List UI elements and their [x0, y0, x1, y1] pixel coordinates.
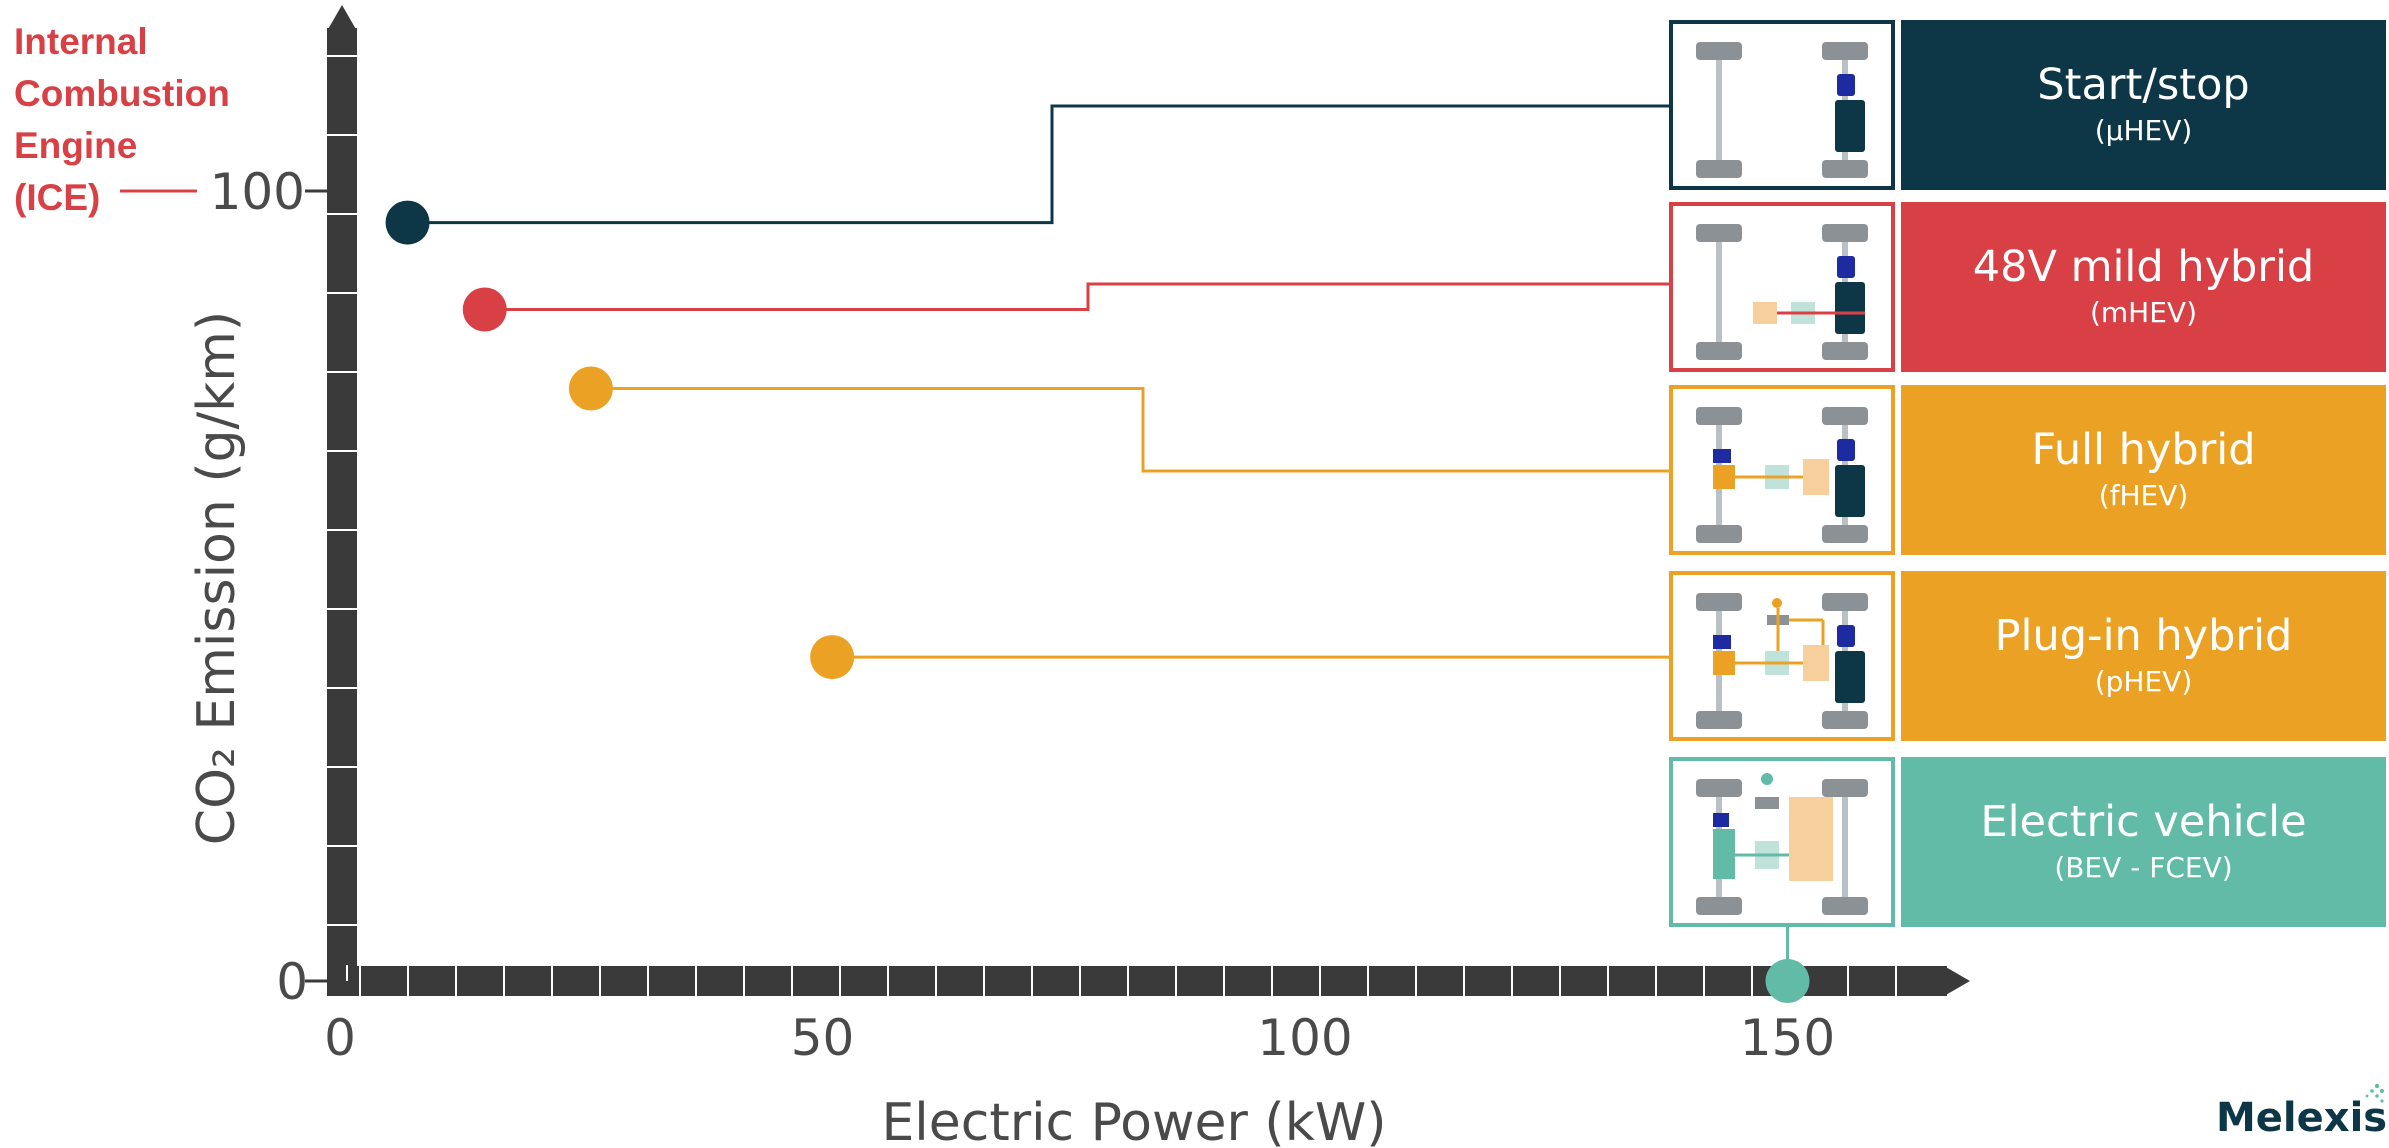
vehicle-category-card: 48V mild hybrid (mHEV): [1669, 202, 2386, 372]
mild-hybrid-drivetrain-icon: [1669, 20, 1895, 190]
vehicle-category-card: Electric vehicle (BEV - FCEV): [1669, 757, 2386, 927]
ice-label-line: Internal: [14, 21, 148, 62]
category-name: Electric vehicle: [1980, 797, 2307, 847]
data-point: [1765, 959, 1810, 1003]
connector-line: [590, 387, 1670, 473]
ice-label: Internal Combustion Engine (ICE): [14, 16, 230, 224]
data-points: [385, 200, 1810, 1003]
vehicle-category-card: Full hybrid (fHEV): [1669, 385, 2386, 555]
ice-label-line: Combustion: [14, 73, 230, 114]
category-name: Start/stop: [2037, 60, 2250, 110]
connectors: [407, 104, 1789, 981]
brand-logo: Melexis: [2216, 1095, 2388, 1141]
y-axis-arrow: [327, 5, 357, 31]
ice-label-line: (ICE): [14, 177, 101, 218]
x-tick-label: 100: [1257, 1009, 1352, 1067]
x-axis-line: [327, 966, 1947, 996]
vehicle-category-card: Plug-in hybrid (pHEV): [1669, 571, 2386, 741]
x-axis-arrow: [1944, 966, 1970, 996]
category-abbreviation: (µHEV): [2094, 114, 2193, 147]
data-point: [462, 287, 507, 332]
category-abbreviation: (mHEV): [2089, 296, 2198, 329]
logo-dots-icon: [2365, 1083, 2384, 1103]
electric-drivetrain-icon: [1669, 757, 1895, 927]
y-tick-label: 100: [210, 163, 305, 221]
y-axis-line: [327, 28, 357, 995]
category-name: 48V mild hybrid: [1972, 242, 2315, 292]
y-axis-label: CO₂ Emission (g/km): [187, 311, 247, 845]
y-tick-label: 0: [276, 953, 308, 1011]
full-hybrid-drivetrain-icon: [1669, 385, 1895, 555]
category-label-box: Electric vehicle (BEV - FCEV): [1901, 757, 2386, 927]
x-tick-label: 50: [791, 1009, 855, 1067]
x-tick-label: 150: [1740, 1009, 1835, 1067]
category-label-box: 48V mild hybrid (mHEV): [1901, 202, 2386, 372]
x-axis-label: Electric Power (kW): [881, 1093, 1386, 1148]
category-abbreviation: (fHEV): [2098, 479, 2189, 512]
mild-hybrid-drivetrain-icon: [1669, 202, 1895, 372]
plugin-hybrid-drivetrain-icon: [1669, 571, 1895, 741]
vehicle-category-card: Start/stop (µHEV): [1669, 20, 2386, 190]
category-label-box: Plug-in hybrid (pHEV): [1901, 571, 2386, 741]
data-point: [810, 635, 855, 680]
data-point: [385, 200, 430, 245]
data-point: [568, 366, 613, 411]
connector-line: [407, 104, 1670, 225]
category-name: Plug-in hybrid: [1994, 611, 2293, 661]
connector-line: [484, 282, 1670, 311]
category-abbreviation: (BEV - FCEV): [2054, 851, 2233, 884]
category-abbreviation: (pHEV): [2094, 665, 2193, 698]
axis-labels: 0 50 100 150 0 100 Electric Power (kW) CO₂ Emis…: [187, 163, 1835, 1148]
x-tick-label: 0: [324, 1009, 356, 1067]
category-label-box: Full hybrid (fHEV): [1901, 385, 2386, 555]
ice-label-line: Engine: [14, 125, 138, 166]
axes: [120, 5, 1970, 996]
category-name: Full hybrid: [2031, 425, 2256, 475]
category-label-box: Start/stop (µHEV): [1901, 20, 2386, 190]
